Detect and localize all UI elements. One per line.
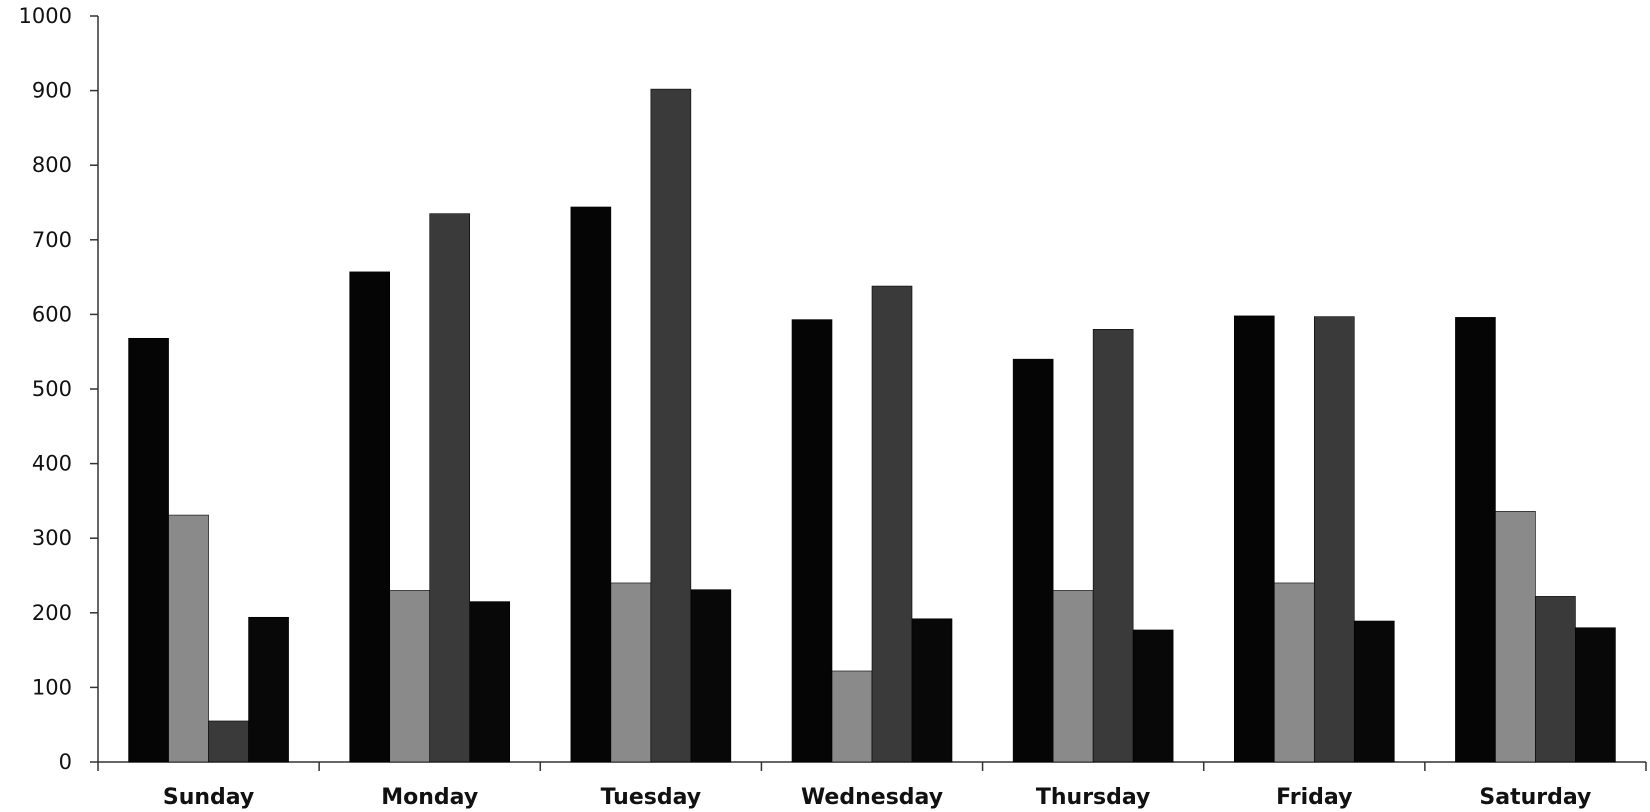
y-tick-label: 800 — [32, 153, 72, 177]
bar — [1233, 315, 1275, 763]
bar — [1353, 620, 1395, 763]
y-tick-label: 700 — [32, 228, 72, 252]
bar — [469, 601, 511, 763]
x-tick-label: Friday — [1276, 785, 1352, 810]
x-tick-label: Tuesday — [601, 785, 702, 810]
x-tick-label: Thursday — [1036, 785, 1151, 810]
bar — [1455, 317, 1496, 763]
y-axis: 0 100 200 300 400 500 600 700 800 900 1000 — [19, 4, 99, 774]
x-axis: Sunday Monday Tuesday Wednesday Thursday Frid… — [98, 761, 1647, 810]
bar — [650, 88, 692, 763]
x-tick-label: Wednesday — [801, 785, 943, 810]
bar — [570, 206, 612, 763]
bars — [128, 88, 1616, 763]
y-tick-label: 200 — [32, 601, 72, 625]
bar — [791, 319, 833, 763]
plot-area: 0 100 200 300 400 500 600 700 800 900 1000 Sunday M… — [19, 4, 1647, 810]
bar — [871, 285, 913, 763]
bar — [389, 590, 431, 763]
bar — [1273, 582, 1315, 763]
y-tick-label: 300 — [32, 526, 72, 550]
y-tick-label: 900 — [32, 79, 72, 103]
bar — [1313, 316, 1355, 763]
bar — [1575, 627, 1616, 763]
y-tick-label: 0 — [59, 750, 72, 774]
bar — [1012, 358, 1054, 763]
x-tick-label: Sunday — [163, 785, 254, 810]
y-tick-label: 100 — [32, 675, 72, 699]
x-tick-label: Saturday — [1479, 785, 1591, 810]
y-tick-label: 400 — [32, 452, 72, 476]
bar — [1535, 596, 1576, 763]
bar — [168, 514, 209, 763]
bar — [911, 618, 953, 763]
x-tick-label: Monday — [381, 785, 478, 810]
bar — [1052, 590, 1094, 763]
bar — [128, 337, 169, 763]
y-tick-label: 1000 — [19, 4, 72, 28]
bar — [429, 213, 471, 763]
bar — [208, 720, 249, 763]
bar — [1132, 629, 1174, 763]
bar — [1092, 329, 1134, 763]
bar — [1495, 511, 1536, 763]
y-tick-label: 500 — [32, 377, 72, 401]
bar — [831, 670, 873, 763]
bar — [248, 616, 289, 763]
y-tick-label: 600 — [32, 302, 72, 326]
bar — [349, 271, 391, 763]
bar — [610, 582, 652, 763]
bar — [690, 589, 732, 763]
